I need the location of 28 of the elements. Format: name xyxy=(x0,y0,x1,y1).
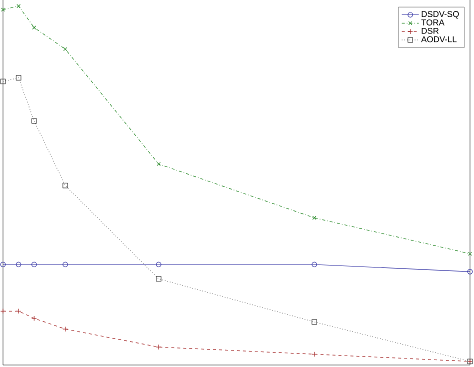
point xyxy=(31,118,37,124)
point xyxy=(16,308,22,314)
point xyxy=(1,8,5,12)
legend-label: DSR xyxy=(422,28,439,34)
point xyxy=(16,4,21,8)
point xyxy=(0,308,6,314)
point xyxy=(156,262,162,268)
point xyxy=(312,216,316,220)
legend-label: AODV-LL xyxy=(421,36,457,42)
point xyxy=(16,75,22,81)
point xyxy=(31,262,37,268)
point xyxy=(156,276,162,282)
point xyxy=(312,352,318,357)
point xyxy=(32,26,36,30)
point xyxy=(0,78,6,84)
point xyxy=(62,182,68,188)
point xyxy=(16,262,22,268)
legend-label: DSDV-SQ xyxy=(422,11,459,19)
point xyxy=(312,262,318,268)
point xyxy=(62,326,68,332)
point xyxy=(312,319,318,325)
point xyxy=(63,47,68,52)
point xyxy=(156,162,161,166)
legend-label: TORA xyxy=(421,19,444,26)
point xyxy=(62,262,68,268)
point xyxy=(31,316,37,322)
point xyxy=(156,344,162,350)
point xyxy=(468,252,472,256)
